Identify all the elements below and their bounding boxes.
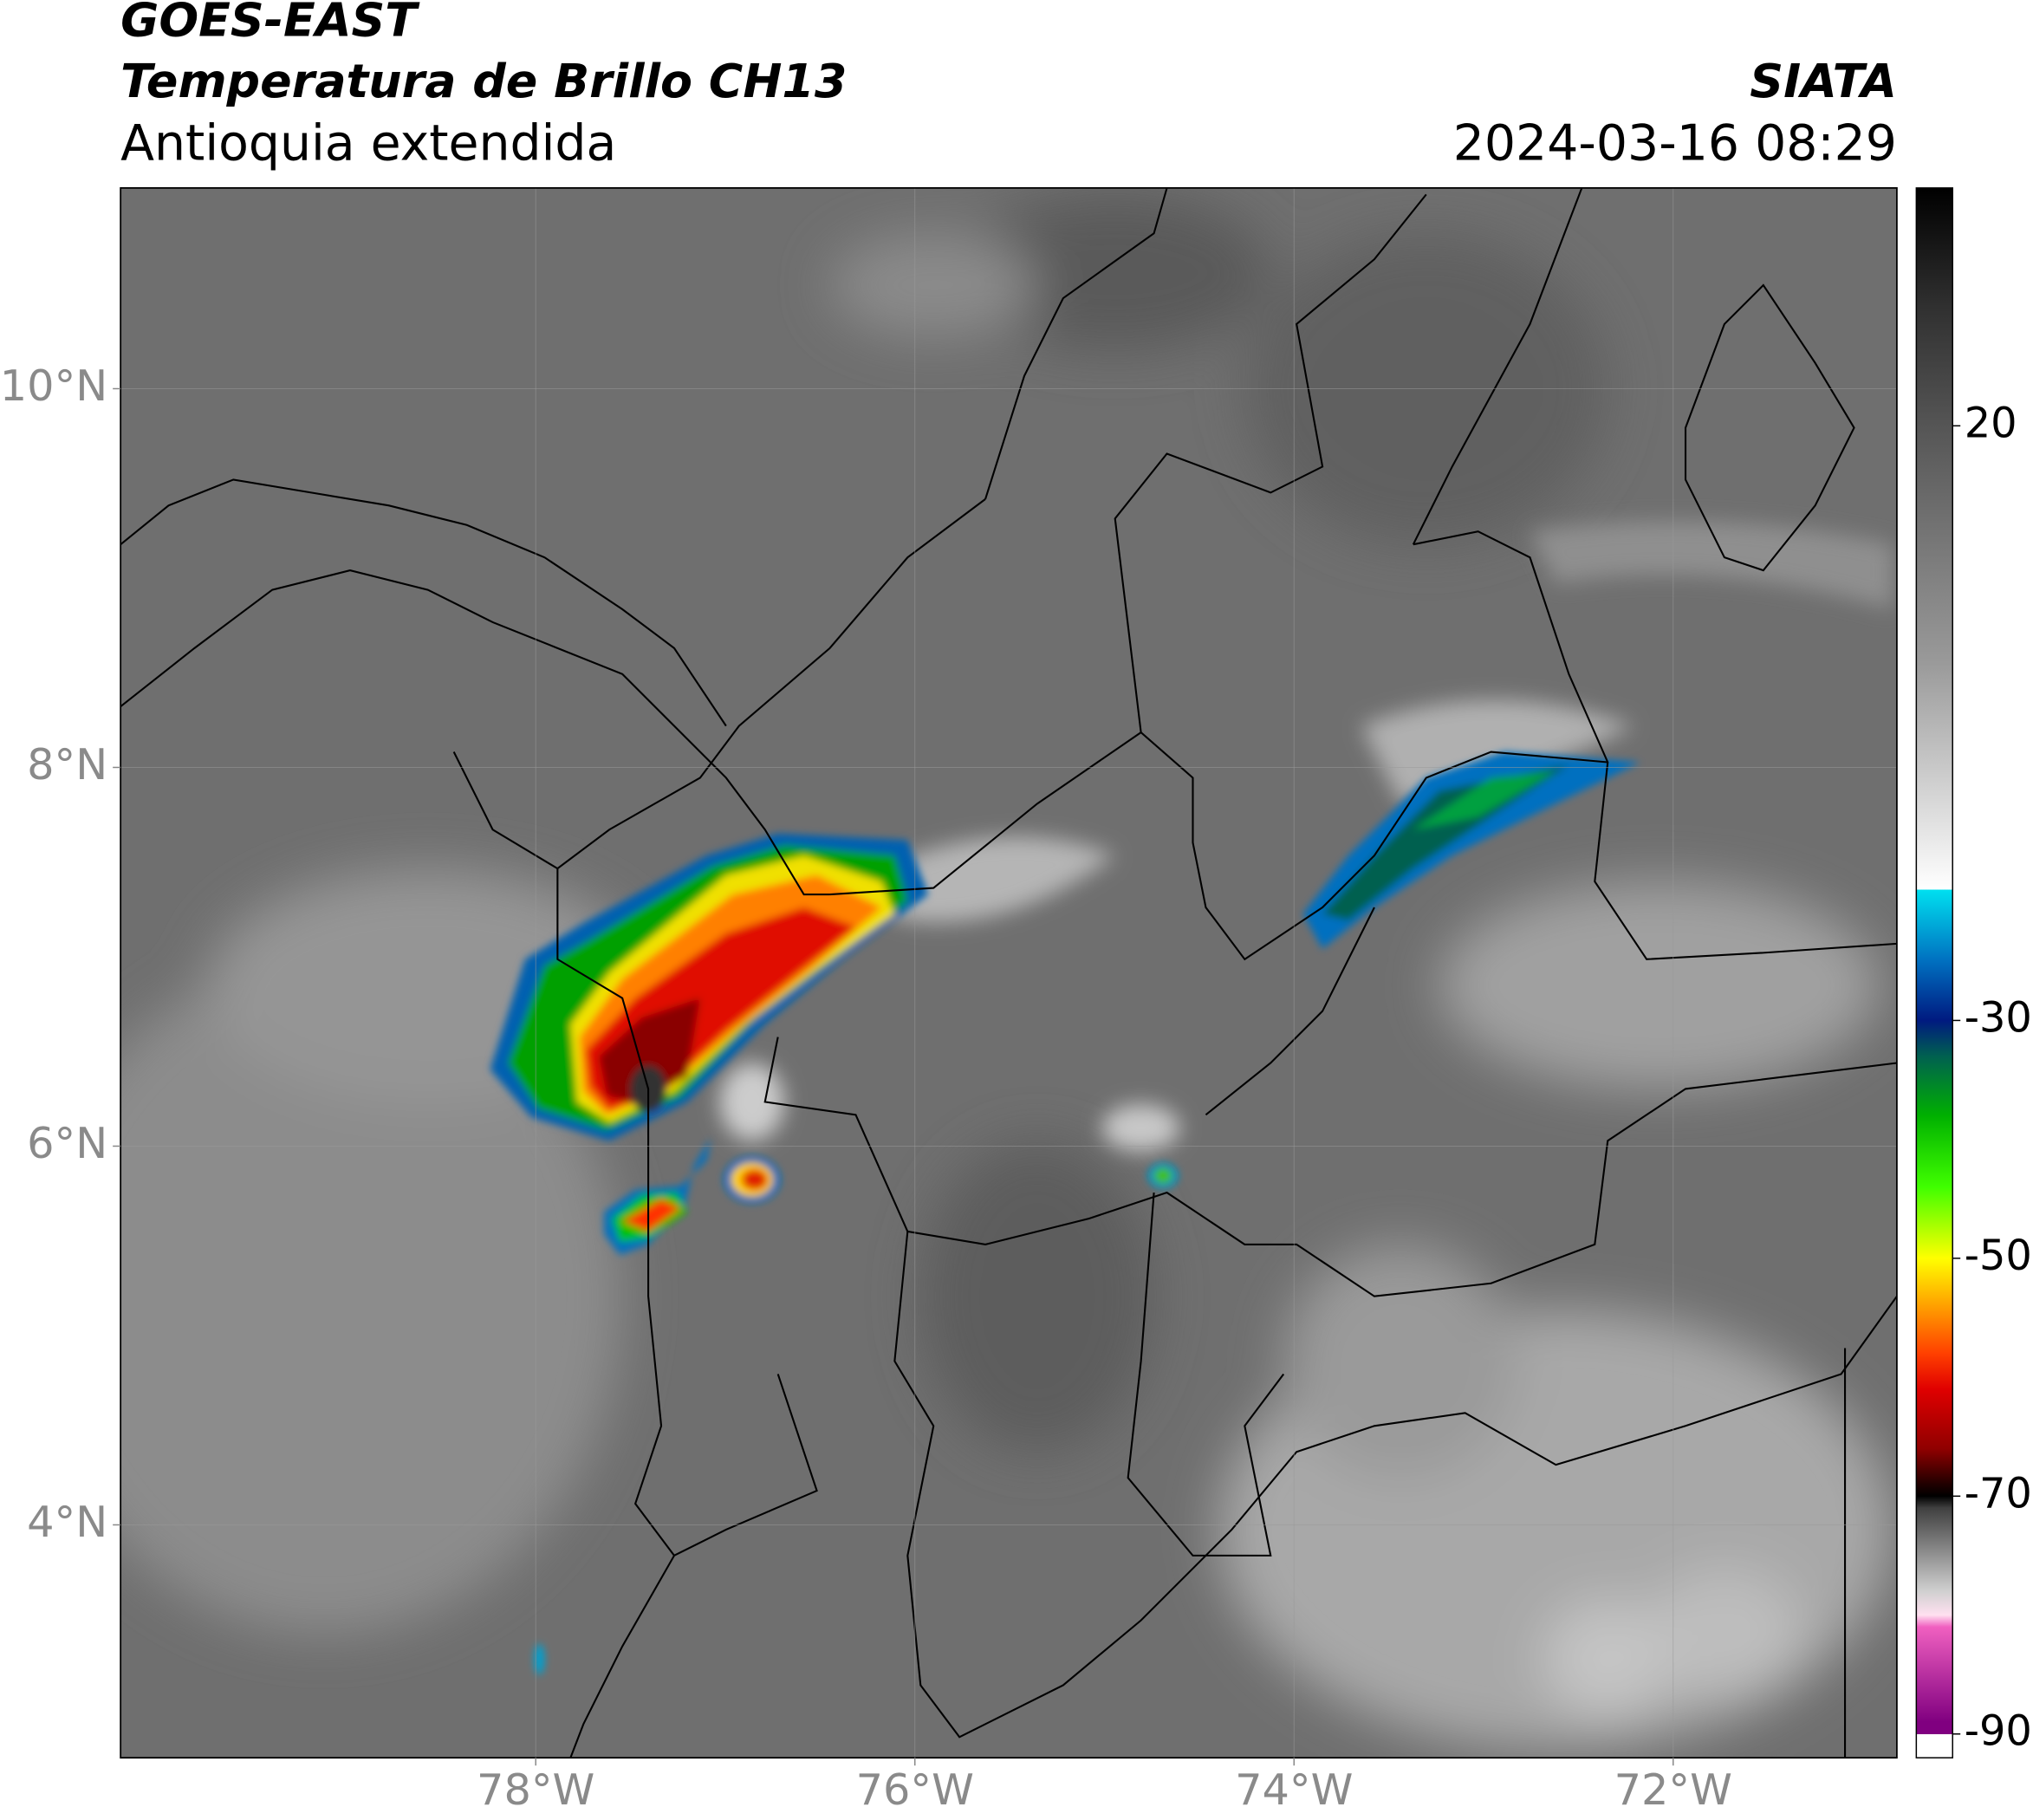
x-tick-label: 72°W	[1614, 1765, 1732, 1815]
title: GOES-EAST	[120, 0, 420, 48]
colorbar-tick-label: -90	[1965, 1708, 2032, 1756]
source: SIATA	[1750, 54, 1897, 108]
satellite-image	[120, 187, 1897, 1758]
y-tick-label: 8°N	[27, 739, 107, 790]
colorbar	[1915, 187, 1953, 1758]
region: Antioquia extendida	[120, 115, 616, 172]
y-tick-label: 4°N	[27, 1497, 107, 1547]
datetime: 2024-03-16 08:29	[1453, 115, 1897, 172]
y-tick-label: 10°N	[0, 361, 107, 411]
colorbar-tick-label: -70	[1965, 1470, 2032, 1518]
colorbar-tick-label: 20	[1965, 400, 2017, 447]
x-tick-label: 78°W	[477, 1765, 594, 1815]
x-tick-label: 76°W	[856, 1765, 974, 1815]
colorbar-tick-label: -50	[1965, 1232, 2032, 1280]
subtitle: Temperatura de Brillo CH13	[120, 54, 847, 108]
x-tick-label: 74°W	[1235, 1765, 1353, 1815]
borders	[120, 187, 1897, 1758]
grid	[120, 187, 1897, 1758]
y-tick-label: 6°N	[27, 1118, 107, 1168]
colorbar-tick-label: -30	[1965, 994, 2032, 1042]
map-frame	[120, 186, 1898, 1759]
